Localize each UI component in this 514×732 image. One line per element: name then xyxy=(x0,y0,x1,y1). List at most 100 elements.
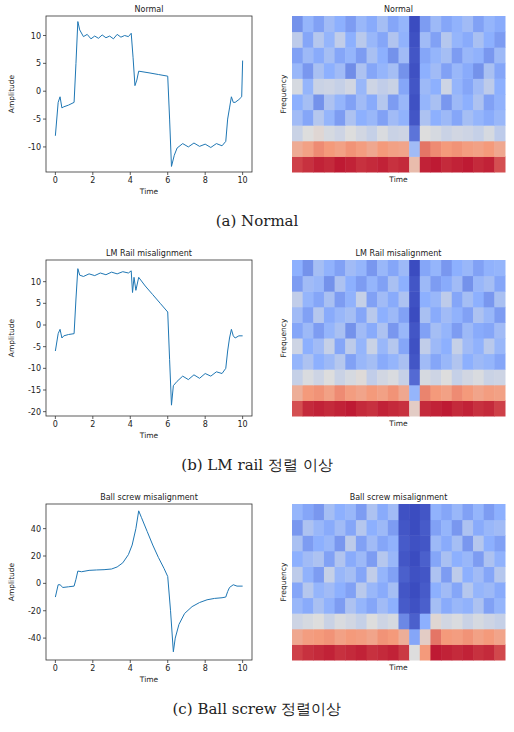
heatmap-cell xyxy=(462,369,473,385)
heatmap-cell xyxy=(313,291,324,307)
heatmap-cell xyxy=(409,354,420,370)
heatmap-cell xyxy=(356,276,367,292)
x-tick-label: 0 xyxy=(53,420,58,429)
heatmap-cell xyxy=(367,535,378,551)
y-tick xyxy=(43,411,46,412)
heatmap-cell xyxy=(399,582,410,598)
heatmap-cell xyxy=(473,504,484,520)
heatmap-cell xyxy=(345,613,356,629)
heatmap-cell xyxy=(420,78,431,94)
heatmap-cell xyxy=(335,276,346,292)
heatmap-cell xyxy=(473,400,484,416)
heatmap-cell xyxy=(409,629,420,645)
heatmap-cell xyxy=(462,78,473,94)
x-tick-label: 2 xyxy=(90,664,95,673)
y-tick-label: -15 xyxy=(28,386,41,395)
heatmap-cell xyxy=(292,354,303,370)
heatmap-cell xyxy=(356,385,367,401)
heatmap-cell xyxy=(388,32,399,48)
heatmap-cell xyxy=(377,47,388,63)
heatmap-cell xyxy=(441,644,452,660)
y-tick-label: 10 xyxy=(31,32,41,41)
heatmap-cell xyxy=(324,354,335,370)
heatmap-cell xyxy=(324,644,335,660)
heatmap-cell xyxy=(313,520,324,536)
heatmap-cell xyxy=(494,291,505,307)
heatmap-cell xyxy=(324,63,335,79)
x-tick xyxy=(242,172,243,175)
heatmap-cell xyxy=(462,32,473,48)
heatmap-cell xyxy=(462,629,473,645)
heatmap-cell xyxy=(367,354,378,370)
x-tick xyxy=(130,660,131,663)
heatmap-cell xyxy=(388,94,399,110)
heatmap-cell xyxy=(452,644,463,660)
heatmap-cell xyxy=(335,338,346,354)
heatmap-cell xyxy=(452,307,463,323)
heatmap-cell xyxy=(462,598,473,614)
x-tick-label: 0 xyxy=(53,664,58,673)
heatmap-cell xyxy=(335,78,346,94)
heatmap-cell xyxy=(494,322,505,338)
heatmap-cell xyxy=(441,307,452,323)
heatmap-cell xyxy=(409,520,420,536)
heatmap-cell xyxy=(377,613,388,629)
heatmap-cell xyxy=(473,551,484,567)
heatmap-cell xyxy=(462,141,473,157)
heatmap-cell xyxy=(377,260,388,276)
y-tick xyxy=(43,368,46,369)
heatmap-cell xyxy=(324,291,335,307)
y-axis-title: Amplitude xyxy=(7,562,16,601)
heatmap-cell xyxy=(430,110,441,126)
heatmap-cell xyxy=(430,94,441,110)
y-tick-label: 40 xyxy=(31,525,41,534)
heatmap-cell xyxy=(462,551,473,567)
heatmap-cell xyxy=(313,141,324,157)
heatmap-cell xyxy=(292,551,303,567)
y-tick-label: -10 xyxy=(28,364,41,373)
x-axis-title: Time xyxy=(388,419,408,428)
heatmap-cell xyxy=(462,338,473,354)
heatmap-cell xyxy=(420,32,431,48)
heatmap-cell xyxy=(484,354,495,370)
heatmap-cell xyxy=(409,307,420,323)
heatmap-cell xyxy=(303,156,314,172)
heatmap-cell xyxy=(462,156,473,172)
plot-frame xyxy=(46,16,252,172)
heatmap-cell xyxy=(313,551,324,567)
heatmap-cell xyxy=(420,504,431,520)
x-tick-label: 10 xyxy=(238,664,248,673)
heatmap-cell xyxy=(303,551,314,567)
x-tick-label: 0 xyxy=(53,176,58,185)
heatmap-cell xyxy=(313,400,324,416)
x-tick xyxy=(205,660,206,663)
heatmap-cell xyxy=(345,276,356,292)
heatmap-cell xyxy=(367,16,378,32)
heatmap-cell xyxy=(292,125,303,141)
heatmap-cell xyxy=(409,322,420,338)
heatmap-cell xyxy=(452,16,463,32)
heatmap-cell xyxy=(441,598,452,614)
heatmap-cell xyxy=(324,125,335,141)
x-tick-label: 6 xyxy=(165,664,170,673)
heatmap-cell xyxy=(303,613,314,629)
heatmap-cell xyxy=(420,613,431,629)
chart-title: Ball screw misalignment xyxy=(350,493,448,502)
heatmap-cell xyxy=(324,338,335,354)
heatmap-cell xyxy=(399,338,410,354)
heatmap-cell xyxy=(324,535,335,551)
heatmap-cell xyxy=(430,535,441,551)
heatmap-cell xyxy=(292,291,303,307)
heatmap-cell xyxy=(430,629,441,645)
heatmap-cell xyxy=(430,260,441,276)
heatmap-cell xyxy=(292,629,303,645)
heatmap-cell xyxy=(303,94,314,110)
y-tick xyxy=(43,281,46,282)
heatmap-cell xyxy=(399,535,410,551)
heatmap-cell xyxy=(388,400,399,416)
heatmap-cell xyxy=(377,369,388,385)
heatmap-cell xyxy=(484,644,495,660)
heatmap-cell xyxy=(367,276,378,292)
y-tick-label: -20 xyxy=(28,607,41,616)
heatmap-cell xyxy=(388,110,399,126)
